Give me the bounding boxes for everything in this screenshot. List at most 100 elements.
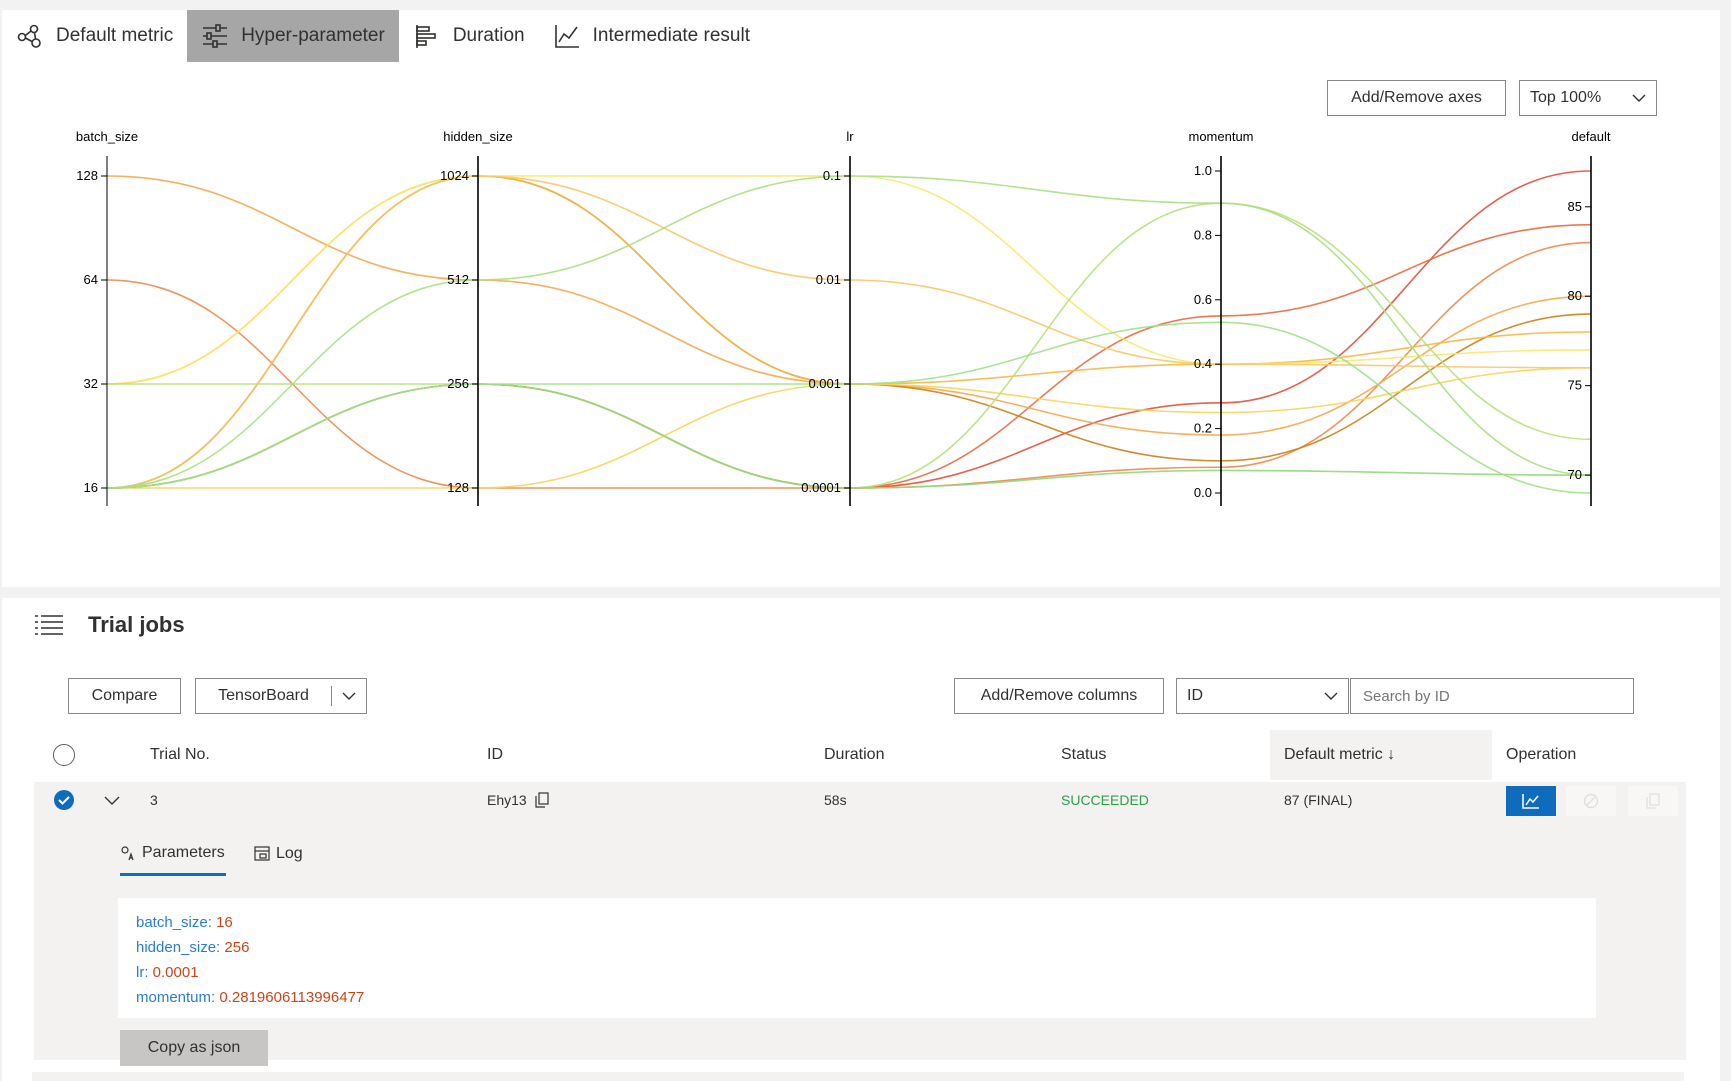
param-row: hidden_size: 256 [136, 935, 1578, 960]
chart-panel: Default metric Hyper-parameter Duration … [2, 10, 1720, 587]
axis-title[interactable]: lr [846, 129, 854, 144]
tab-parameters-label: Parameters [142, 843, 225, 861]
cell-default-metric: 87 (FINAL) [1284, 792, 1353, 808]
copy-as-json-button[interactable]: Copy as json [120, 1030, 268, 1066]
cell-id: Ehy13 [487, 782, 549, 818]
top-filter-dropdown[interactable]: Top 100% [1519, 80, 1657, 116]
tensorboard-split-button[interactable]: TensorBoard [195, 678, 367, 714]
add-remove-axes-button[interactable]: Add/Remove axes [1327, 80, 1506, 116]
tick-label: 0.01 [816, 272, 841, 287]
tick-label: 0.8 [1194, 227, 1212, 242]
chevron-down-icon[interactable] [342, 691, 356, 701]
param-row: batch_size: 16 [136, 910, 1578, 935]
col-status[interactable]: Status [1061, 746, 1107, 763]
trial-jobs-title: Trial jobs [88, 612, 185, 637]
tick-label: 16 [84, 480, 98, 495]
tab-log[interactable]: Log [254, 832, 303, 876]
axis-title[interactable]: batch_size [76, 129, 138, 144]
line-chart-icon [554, 25, 579, 48]
trial-line[interactable] [106, 170, 1592, 489]
top-filter-value: Top 100% [1530, 89, 1602, 106]
row-expand-toggle[interactable] [104, 782, 120, 818]
trial-line[interactable] [106, 175, 1592, 489]
tick-label: 0.0 [1194, 485, 1212, 500]
tick-label: 1.0 [1194, 163, 1212, 178]
view-detail-button[interactable] [1506, 786, 1556, 816]
cell-trial-no: 3 [150, 792, 158, 808]
add-remove-columns-button[interactable]: Add/Remove columns [954, 678, 1164, 714]
tick-label: 0.6 [1194, 292, 1212, 307]
tick-label: 0.001 [808, 376, 841, 391]
trial-line[interactable] [106, 175, 1592, 489]
table-row[interactable]: 3 Ehy13 58s SUCCEEDED 87 (FINAL) [34, 782, 1686, 818]
top-strip [0, 0, 1731, 10]
trial-line[interactable] [106, 202, 1592, 489]
tab-default-metric-label: Default metric [56, 25, 174, 46]
tab-parameters[interactable]: Parameters [120, 832, 226, 876]
tick-label: 0.0001 [801, 480, 841, 495]
trial-line[interactable] [106, 223, 1592, 489]
copy-icon [1646, 793, 1660, 809]
tab-intermediate-result-label: Intermediate result [592, 25, 750, 46]
kill-trial-button[interactable] [1566, 786, 1616, 816]
tick-label: 1024 [440, 168, 469, 183]
tensorboard-label: TensorBoard [218, 687, 309, 704]
parallel-coordinates-chart: batch_size 128 64 32 16 hidden_size 1024 512 256… [76, 129, 1611, 506]
tick-label: 32 [84, 376, 98, 391]
tick-label: 128 [447, 480, 469, 495]
param-key: hidden_size: [136, 939, 221, 956]
compare-button[interactable]: Compare [68, 678, 181, 714]
log-icon [254, 846, 270, 861]
row-checkbox[interactable] [53, 782, 75, 818]
split-divider [331, 686, 332, 706]
tab-hyper-parameter-label: Hyper-parameter [241, 25, 385, 46]
tick-label: 128 [76, 168, 98, 183]
param-value: 0.0001 [152, 964, 199, 981]
bar-chart-horizontal-icon [416, 25, 436, 48]
table-header: Trial No. ID Duration Status Default met… [34, 730, 1686, 780]
axis-title[interactable]: hidden_size [443, 129, 512, 144]
tab-intermediate-result[interactable]: Intermediate result [539, 10, 764, 62]
search-field-value: ID [1187, 687, 1203, 704]
param-row: lr: 0.0001 [136, 960, 1578, 985]
trial-line[interactable] [107, 366, 1592, 489]
col-id[interactable]: ID [487, 746, 503, 763]
param-value: 256 [224, 939, 250, 956]
copy-icon[interactable] [535, 792, 549, 808]
param-key: lr: [136, 964, 149, 981]
tick-label: 70 [1568, 467, 1582, 482]
tab-hyper-parameter[interactable]: Hyper-parameter [187, 10, 399, 62]
tick-label: 75 [1568, 378, 1582, 393]
bottom-strip [32, 1072, 1684, 1081]
axis-title[interactable]: default [1571, 129, 1610, 144]
chart-tabs: Default metric Hyper-parameter Duration … [2, 10, 764, 62]
col-duration[interactable]: Duration [824, 746, 885, 763]
graph-nodes-icon [17, 24, 41, 48]
list-icon [35, 615, 63, 635]
col-trial-no[interactable]: Trial No. [150, 746, 210, 763]
copy-trial-button[interactable] [1628, 786, 1678, 816]
cell-id-text: Ehy13 [487, 792, 527, 808]
tick-label: 80 [1568, 288, 1582, 303]
trial-line[interactable] [106, 383, 1592, 489]
search-field-dropdown[interactable]: ID [1176, 678, 1349, 714]
tick-label: 64 [84, 272, 98, 287]
axis-title[interactable]: momentum [1188, 129, 1253, 144]
tab-default-metric[interactable]: Default metric [2, 10, 187, 62]
tick-label: 512 [447, 272, 469, 287]
line-chart-icon [1522, 794, 1539, 809]
tab-log-label: Log [276, 845, 303, 862]
trial-line[interactable] [106, 175, 1592, 489]
cancel-icon [1583, 793, 1599, 809]
trial-jobs-panel: Trial jobs Compare TensorBoard Add/Remov… [2, 598, 1720, 1081]
tick-label: 256 [447, 376, 469, 391]
param-row: momentum: 0.2819606113996477 [136, 985, 1578, 1010]
checkmark-circle-icon [54, 790, 74, 810]
col-default-metric[interactable]: Default metric ↓ [1270, 730, 1492, 780]
tab-duration[interactable]: Duration [399, 10, 539, 62]
search-input[interactable] [1350, 678, 1634, 714]
select-all-checkbox[interactable] [53, 730, 75, 780]
tick-label: 0.4 [1194, 356, 1212, 371]
param-key: momentum: [136, 989, 216, 1006]
cell-status: SUCCEEDED [1061, 792, 1149, 808]
